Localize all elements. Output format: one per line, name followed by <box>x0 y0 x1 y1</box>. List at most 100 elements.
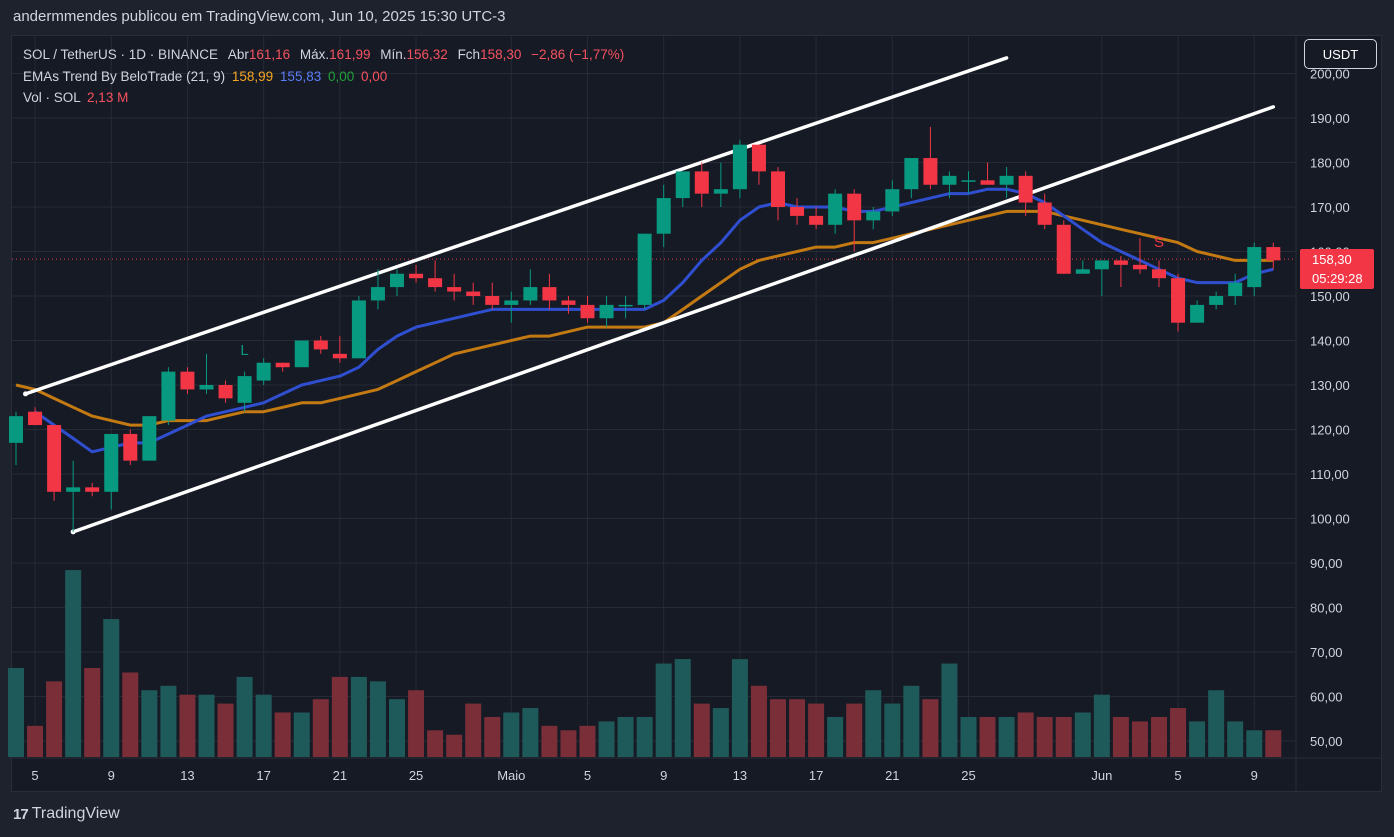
candle-up <box>904 158 919 190</box>
candle-down <box>923 158 938 185</box>
high-label: Máx. <box>299 47 330 62</box>
x-tick-label: 9 <box>1251 768 1258 783</box>
volume-bar <box>389 699 405 757</box>
candle-down <box>980 180 995 185</box>
candle-up <box>675 171 690 199</box>
volume-bar <box>827 716 844 757</box>
y-tick-label: 110,00 <box>1310 467 1349 482</box>
volume-bar <box>293 712 310 757</box>
volume-bar <box>865 690 882 757</box>
volume-bar <box>1074 712 1091 757</box>
candle-down <box>790 207 805 216</box>
candle-up <box>885 189 900 212</box>
candle-up <box>370 287 385 301</box>
candle-up <box>104 433 119 492</box>
candle-up <box>713 189 728 194</box>
y-tick-label: 190,00 <box>1310 111 1350 126</box>
volume-bar <box>1170 708 1187 757</box>
candle-down <box>542 287 557 301</box>
ema-value-3: 0,00 <box>327 68 355 84</box>
volume-bar <box>179 694 196 757</box>
volume-bar <box>960 716 977 757</box>
bar-countdown: 05:29:28 <box>1312 271 1363 286</box>
candle-down <box>332 353 347 359</box>
candle-down <box>847 193 862 221</box>
candle-down <box>1171 278 1186 323</box>
candle-down <box>313 340 328 350</box>
candle-up <box>9 416 23 443</box>
ema-fast-line <box>34 187 1274 454</box>
candle-down <box>47 425 62 492</box>
candle-down <box>1152 269 1166 279</box>
candle-down <box>1113 260 1128 265</box>
low-label: Mín. <box>380 47 407 62</box>
candle-down <box>580 304 595 319</box>
volume-bar <box>1246 730 1263 757</box>
legend-ema-row: EMAs Trend By BeloTrade (21, 9) 158,99 1… <box>23 66 624 88</box>
volume-bar <box>579 725 596 757</box>
candle-up <box>637 233 652 305</box>
volume-bar <box>674 659 691 757</box>
candle-down <box>694 171 709 194</box>
volume-bar <box>636 716 653 757</box>
volume-bar <box>846 703 863 757</box>
candle-down <box>409 273 424 279</box>
short-signal-marker: S <box>1154 234 1164 251</box>
volume-bar <box>160 685 177 757</box>
publisher-caption: andermmendes publicou em TradingView.com… <box>13 8 506 25</box>
last-price-value: 158,30 <box>1312 252 1352 267</box>
ema-indicator-name[interactable]: EMAs Trend By BeloTrade (21, 9) <box>23 68 226 84</box>
volume-bar <box>1227 721 1244 757</box>
last-price-tag: 158,30 05:29:28 <box>1300 249 1374 289</box>
volume-bar <box>8 668 24 757</box>
volume-bar <box>1055 716 1072 757</box>
ema-fast-value: 155,83 <box>279 68 322 84</box>
volume-bar <box>541 725 558 757</box>
x-tick-label: 13 <box>180 768 194 783</box>
volume-bar <box>789 699 806 757</box>
candle-up <box>523 287 538 301</box>
y-tick-label: 140,00 <box>1310 334 1350 349</box>
volume-bar <box>484 716 501 757</box>
legend-volume-row: Vol · SOL 2,13 M <box>23 87 624 109</box>
candle-down <box>85 487 100 492</box>
candle-down <box>751 144 766 172</box>
volume-bar <box>1131 721 1148 757</box>
y-tick-label: 60,00 <box>1310 690 1343 705</box>
candle-up <box>1190 304 1205 323</box>
volume-indicator-name[interactable]: Vol · SOL <box>23 90 81 105</box>
volume-bar <box>941 663 958 757</box>
low-value: 156,32 <box>406 47 448 62</box>
symbol-label[interactable]: SOL / TetherUS · 1D · BINANCE <box>23 47 219 62</box>
x-tick-label: 9 <box>660 768 667 783</box>
volume-bar <box>1112 716 1129 757</box>
candle-down <box>1018 175 1033 203</box>
candle-up <box>599 304 614 319</box>
candle-up <box>942 175 957 185</box>
candle-down <box>1037 202 1052 225</box>
candle-down <box>485 296 500 305</box>
candle-up <box>1228 282 1243 296</box>
y-tick-label: 50,00 <box>1310 734 1343 749</box>
candle-up <box>199 385 214 390</box>
y-tick-label: 180,00 <box>1310 156 1350 171</box>
x-tick-label: 5 <box>1174 768 1181 783</box>
volume-bar <box>255 694 272 757</box>
candle-down <box>771 171 785 207</box>
candle-down <box>1056 224 1071 274</box>
y-tick-label: 90,00 <box>1310 556 1343 571</box>
volume-bar <box>103 619 120 757</box>
volume-bar <box>1265 730 1282 757</box>
volume-bar <box>1189 721 1206 757</box>
y-tick-label: 170,00 <box>1310 200 1350 215</box>
volume-value: 2,13 M <box>87 90 129 105</box>
volume-bar <box>598 721 615 757</box>
candle-down <box>275 362 290 368</box>
tradingview-brand[interactable]: 17 TradingView <box>13 805 120 823</box>
candle-up <box>1075 269 1090 274</box>
volume-bar <box>27 725 44 757</box>
x-tick-label: 25 <box>409 768 423 783</box>
volume-bar <box>1036 716 1053 757</box>
currency-button[interactable]: USDT <box>1304 39 1377 69</box>
